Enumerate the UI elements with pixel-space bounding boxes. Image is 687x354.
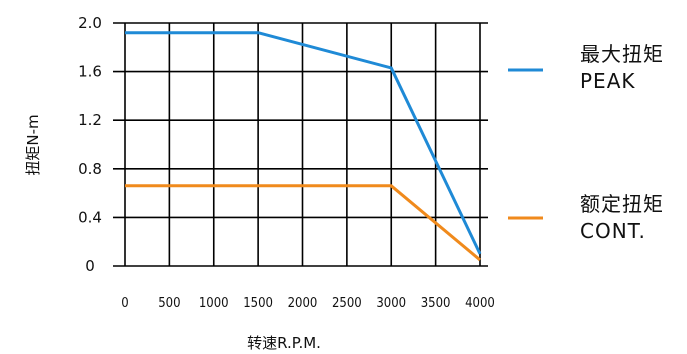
- x-tick-label: 3000: [376, 296, 406, 311]
- x-tick-label: 4000: [465, 296, 495, 311]
- legend: 最大扭矩 PEAK 额定扭矩 CONT.: [508, 42, 664, 243]
- legend-label-cont-line1: 额定扭矩: [580, 192, 664, 216]
- x-tick-label: 0: [121, 296, 128, 311]
- legend-label-peak-line1: 最大扭矩: [580, 42, 664, 66]
- y-tick-label: 2.0: [78, 14, 102, 32]
- x-tick-label: 1000: [199, 296, 229, 311]
- legend-label-cont-line2: CONT.: [580, 219, 646, 243]
- x-tick-label: 2500: [332, 296, 362, 311]
- y-tick-labels: 2.0 1.6 1.2 0.8 0.4 0: [78, 14, 102, 275]
- series-lines: [125, 31, 482, 262]
- x-tick-label: 500: [158, 296, 180, 311]
- y-axis-label: 扭矩N-m: [24, 114, 42, 175]
- series-line-0: [125, 31, 482, 255]
- y-tick-label: 0.4: [78, 208, 102, 226]
- x-tick-label: 2000: [288, 296, 318, 311]
- legend-label-peak-line2: PEAK: [580, 69, 636, 93]
- grid: [113, 22, 488, 267]
- x-axis-label: 转速R.P.M.: [247, 334, 321, 352]
- y-tick-label: 1.6: [78, 63, 102, 81]
- x-tick-label: 1500: [243, 296, 273, 311]
- x-tick-label: 3500: [421, 296, 451, 311]
- y-tick-label: 1.2: [78, 111, 102, 129]
- y-tick-label: 0: [85, 257, 95, 275]
- y-tick-label: 0.8: [78, 160, 102, 178]
- series-line-1: [125, 184, 481, 262]
- x-tick-labels: 0 500 1000 1500 2000 2500 3000 3500 4000: [121, 296, 495, 311]
